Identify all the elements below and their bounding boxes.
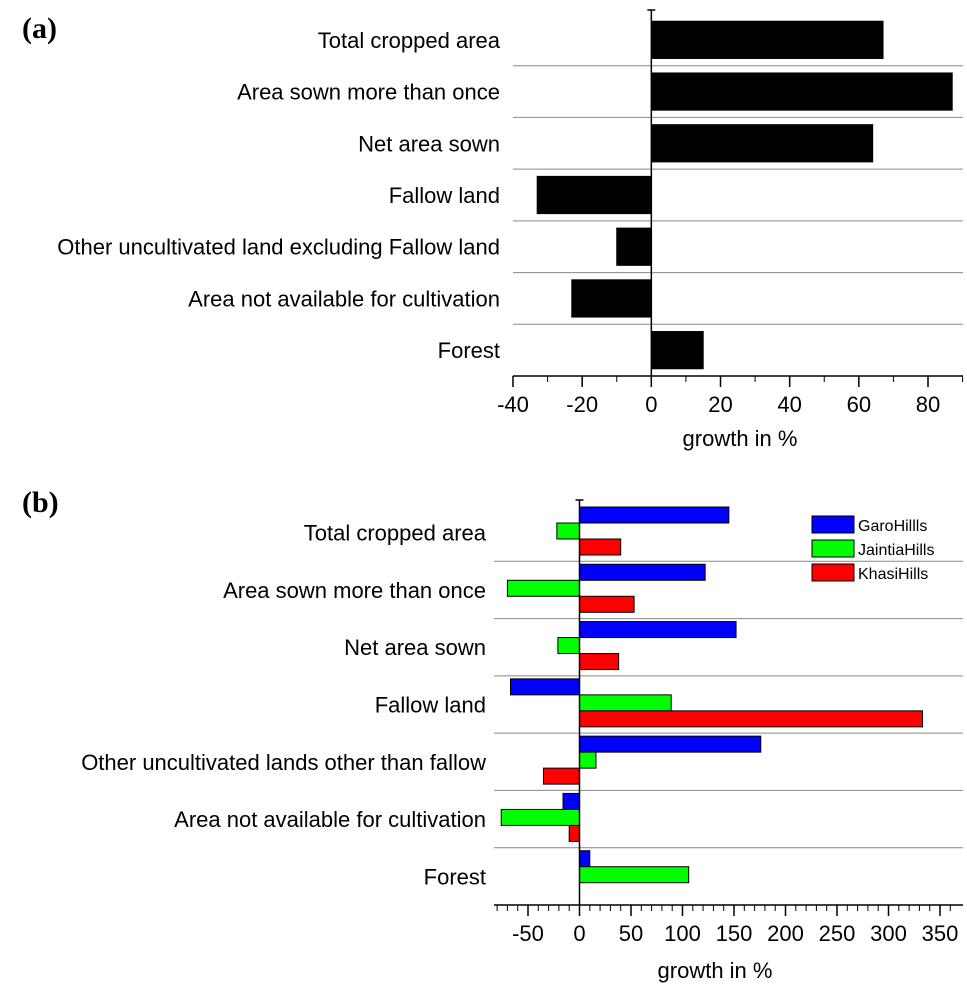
panel-b-bar — [556, 522, 581, 540]
panel-b-legend: GaroHillls JaintiaHills KhasiHills — [811, 515, 934, 583]
panel-b-category-label: Area not available for cultivation — [174, 807, 486, 832]
panel-b-bar — [579, 538, 622, 556]
legend-swatch — [811, 563, 855, 582]
panel-b-bar — [579, 866, 690, 884]
panel-a-tick-label: 60 — [847, 392, 871, 417]
panel-a-bar — [616, 227, 652, 266]
panel-b-bar — [562, 792, 581, 810]
panel-a-category-label: Net area sown — [358, 131, 500, 156]
panel-b-bar — [579, 621, 737, 639]
legend-label: GaroHillls — [858, 518, 927, 535]
panel-b-tick-label: 150 — [716, 921, 753, 946]
panel-a: (a) Total cropped area Area sown more tha… — [22, 9, 964, 451]
panel-a-bar — [650, 20, 884, 59]
panel-a-category-label: Total cropped area — [318, 28, 501, 53]
panel-b-bar — [579, 595, 635, 613]
panel-a-tick-label: -40 — [497, 392, 529, 417]
panel-b-tick-label: 350 — [922, 921, 959, 946]
panel-b-tick-label: 200 — [767, 921, 804, 946]
panel-b: (b) Total cropped area Area sown more tha… — [22, 486, 963, 983]
panel-b-bar — [579, 653, 620, 671]
panel-b-label: (b) — [22, 486, 59, 519]
panel-b-tick-label: 0 — [573, 921, 585, 946]
legend-swatch — [811, 539, 855, 558]
panel-a-x-axis-title: growth in % — [683, 426, 798, 451]
panel-a-bar — [571, 279, 652, 318]
panel-b-bar — [557, 637, 580, 655]
panel-b-tick-label: 300 — [870, 921, 907, 946]
panel-a-category-label: Fallow land — [389, 183, 500, 208]
panel-b-bar — [579, 850, 591, 868]
panel-b-category-label: Net area sown — [344, 635, 486, 660]
panel-b-bar — [506, 579, 580, 597]
panel-b-category-label: Total cropped area — [304, 521, 487, 546]
panel-b-tick-label: 100 — [664, 921, 701, 946]
panel-b-category-label: Forest — [424, 864, 486, 889]
panel-a-tick-label: 40 — [777, 392, 801, 417]
panel-b-bar — [568, 824, 581, 842]
panel-b-bar — [579, 735, 762, 753]
panel-b-category-label: Other uncultivated lands other than fall… — [81, 750, 486, 775]
panel-a-tick-label: 20 — [708, 392, 732, 417]
panel-b-bar — [500, 808, 580, 826]
panel-b-category-label: Area sown more than once — [223, 578, 486, 603]
panel-a-tick-label: 0 — [645, 392, 657, 417]
panel-b-bar — [579, 506, 730, 524]
panel-b-bar — [579, 563, 706, 581]
panel-b-tick-label: 50 — [619, 921, 643, 946]
panel-a-category-label: Area not available for cultivation — [188, 286, 500, 311]
legend-label: KhasiHills — [858, 566, 928, 583]
panel-a-category-label: Forest — [438, 338, 500, 363]
panel-b-bar — [509, 678, 580, 696]
panel-a-bar — [650, 331, 704, 370]
panel-a-tick-label: 80 — [916, 392, 940, 417]
panel-b-bar — [542, 767, 581, 785]
panel-a-bar — [536, 175, 652, 215]
panel-a-bar — [650, 124, 874, 163]
panel-b-bar — [579, 751, 597, 769]
panel-b-category-label: Fallow land — [375, 693, 486, 718]
panel-b-tick-label: 250 — [819, 921, 856, 946]
panel-b-tick-label: -50 — [512, 921, 544, 946]
panel-a-category-label: Area sown more than once — [237, 80, 500, 105]
panel-a-tick-label: -20 — [566, 392, 598, 417]
panel-a-category-label: Other uncultivated land excluding Fallow… — [57, 235, 500, 260]
panel-a-bar — [650, 72, 953, 111]
legend-label: JaintiaHills — [858, 542, 934, 559]
panel-a-label: (a) — [22, 12, 57, 45]
panel-b-x-axis-title: growth in % — [658, 958, 773, 983]
panel-b-bar — [579, 694, 672, 712]
legend-swatch — [811, 515, 855, 534]
panel-b-bar — [579, 710, 923, 728]
